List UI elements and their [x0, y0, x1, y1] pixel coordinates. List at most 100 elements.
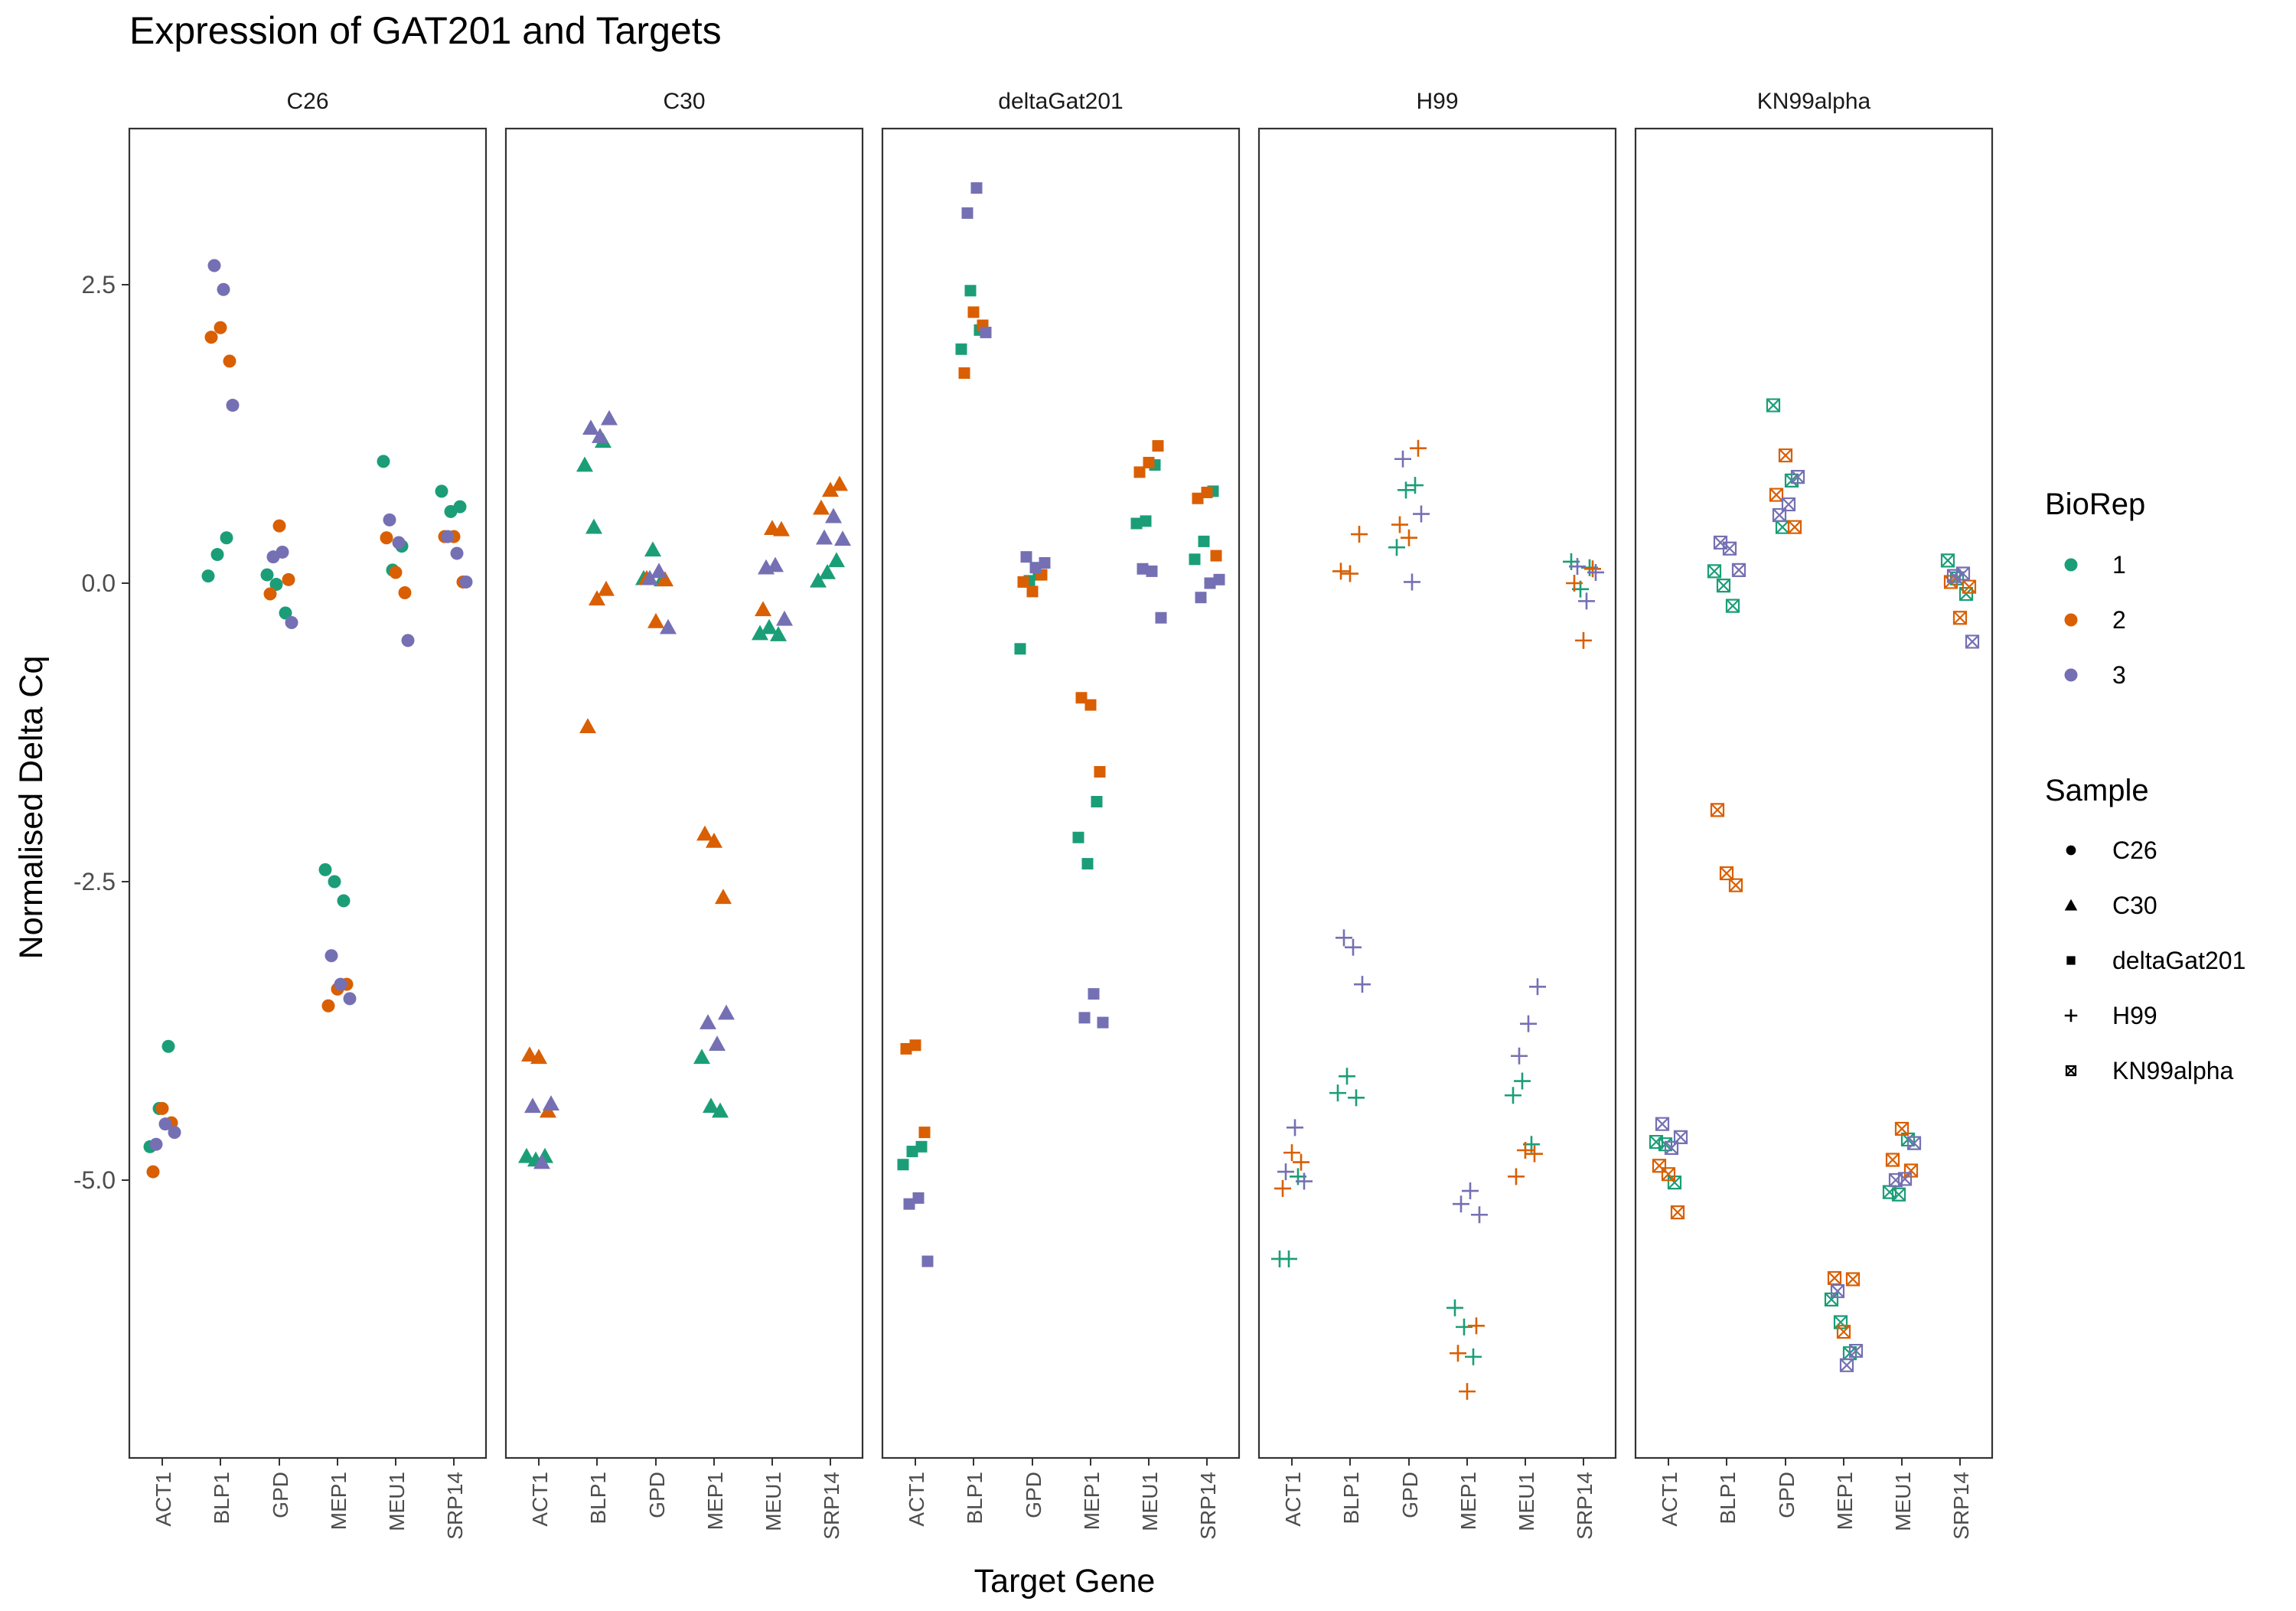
data-point-C26-BLP1-rep1	[210, 548, 224, 562]
data-point-C26-MEU1-rep1	[377, 455, 390, 468]
data-point-KN99alpha-SRP14-rep1	[1940, 553, 1955, 568]
data-point-deltaGat201-GPD-rep3	[1029, 562, 1042, 574]
data-point-deltaGat201-ACT1-rep1	[915, 1140, 928, 1153]
data-point-C30-MEU1-rep3	[767, 556, 784, 572]
legend-key-biorep-1	[2064, 558, 2078, 572]
data-point-H99-MEU1-rep3	[1520, 1015, 1537, 1032]
data-point-H99-MEP1-rep3	[1462, 1182, 1479, 1200]
facet-label: deltaGat201	[998, 89, 1123, 114]
data-point-KN99alpha-MEP1-rep3	[1830, 1283, 1845, 1299]
data-point-KN99alpha-ACT1-rep2	[1670, 1205, 1685, 1220]
data-point-KN99alpha-MEP1-rep2	[1827, 1270, 1842, 1286]
data-point-H99-MEP1-rep3	[1453, 1195, 1469, 1213]
data-point-C26-MEP1-rep1	[318, 863, 332, 876]
legend-key-sample-H99	[2064, 1009, 2078, 1022]
data-point-deltaGat201-MEP1-rep1	[1091, 795, 1103, 807]
data-point-deltaGat201-ACT1-rep3	[912, 1192, 925, 1204]
data-point-H99-GPD-rep3	[1404, 573, 1420, 591]
data-point-deltaGat201-SRP14-rep2	[1201, 486, 1213, 498]
x-tick-label: SRP14	[1573, 1472, 1596, 1540]
data-point-deltaGat201-MEU1-rep1	[1140, 515, 1152, 527]
data-point-KN99alpha-GPD-rep2	[1778, 448, 1793, 463]
facet-label: C30	[663, 89, 705, 114]
legend-key-sample-KN99alpha	[2065, 1065, 2077, 1077]
data-point-KN99alpha-GPD-rep2	[1787, 520, 1802, 534]
data-point-C30-SRP14-rep1	[819, 563, 836, 579]
x-tick-label: GPD	[1398, 1472, 1422, 1518]
data-point-KN99alpha-MEP1-rep3	[1848, 1343, 1864, 1358]
data-point-H99-SRP14-rep3	[1587, 563, 1604, 581]
x-tick-label: MEU1	[762, 1472, 785, 1531]
data-point-KN99alpha-ACT1-rep1	[1667, 1176, 1682, 1190]
x-axis-label: Target Gene	[974, 1563, 1156, 1600]
data-point-H99-BLP1-rep3	[1336, 929, 1352, 947]
x-tick-label: MEU1	[1891, 1472, 1915, 1531]
data-point-C26-ACT1-rep2	[155, 1101, 169, 1115]
y-axis: 2.5 0.0 -2.5 -5.0	[73, 271, 129, 1194]
data-point-deltaGat201-MEP1-rep3	[1088, 988, 1100, 1000]
legend-label-sample: deltaGat201	[2112, 947, 2245, 974]
legend-label-sample: C30	[2112, 892, 2157, 919]
data-point-C30-GPD-rep2	[657, 571, 673, 587]
data-point-deltaGat201-BLP1-rep2	[958, 367, 970, 379]
data-point-H99-GPD-rep1	[1397, 481, 1414, 499]
x-tick-label: MEP1	[703, 1472, 727, 1530]
data-point-C30-GPD-rep3	[651, 563, 667, 579]
data-point-KN99alpha-MEU1-rep3	[1897, 1172, 1913, 1186]
data-point-C30-SRP14-rep2	[831, 475, 848, 491]
data-point-KN99alpha-SRP14-rep2	[1952, 611, 1968, 625]
data-point-deltaGat201-SRP14-rep1	[1198, 535, 1210, 547]
data-point-C26-BLP1-rep2	[214, 321, 227, 334]
data-point-C26-GPD-rep2	[282, 572, 295, 586]
data-point-deltaGat201-MEP1-rep3	[1097, 1016, 1109, 1029]
data-point-C30-SRP14-rep2	[822, 481, 839, 497]
data-point-KN99alpha-SRP14-rep3	[1965, 634, 1980, 649]
x-tick-label: MEU1	[385, 1472, 409, 1531]
data-point-deltaGat201-ACT1-rep2	[909, 1039, 921, 1052]
data-point-C26-MEP1-rep2	[321, 999, 335, 1013]
data-point-deltaGat201-BLP1-rep1	[955, 343, 967, 355]
data-point-H99-GPD-rep3	[1394, 450, 1411, 468]
data-point-C30-MEP1-rep2	[715, 889, 732, 905]
x-tick-label: ACT1	[528, 1472, 552, 1527]
data-point-H99-SRP14-rep3	[1578, 592, 1595, 610]
data-point-H99-BLP1-rep2	[1332, 563, 1349, 580]
data-point-H99-MEU1-rep3	[1529, 978, 1546, 996]
x-tick-label: BLP1	[586, 1472, 610, 1525]
data-point-C30-ACT1-rep3	[543, 1095, 559, 1110]
data-point-deltaGat201-BLP1-rep3	[961, 207, 974, 219]
data-point-C26-MEU1-rep3	[401, 634, 415, 647]
legend-label-biorep: 1	[2112, 551, 2126, 579]
x-tick-label: MEP1	[1833, 1472, 1857, 1530]
data-point-C30-MEU1-rep1	[761, 618, 778, 634]
data-point-C26-BLP1-rep2	[204, 331, 218, 344]
data-point-H99-MEU1-rep2	[1526, 1145, 1543, 1163]
data-point-C26-SRP14-rep1	[435, 484, 448, 498]
data-point-C30-BLP1-rep3	[582, 419, 599, 435]
data-point-KN99alpha-GPD-rep3	[1781, 497, 1796, 512]
data-point-KN99alpha-GPD-rep2	[1769, 488, 1784, 502]
data-point-C26-ACT1-rep3	[158, 1117, 172, 1131]
data-point-KN99alpha-MEU1-rep2	[1885, 1153, 1900, 1167]
data-point-deltaGat201-SRP14-rep2	[1210, 550, 1222, 562]
data-point-C30-MEP1-rep2	[696, 825, 713, 841]
data-point-deltaGat201-BLP1-rep1	[964, 285, 977, 297]
data-point-KN99alpha-ACT1-rep2	[1661, 1167, 1676, 1182]
data-point-C30-MEP1-rep1	[712, 1102, 729, 1118]
data-point-C30-MEU1-rep2	[755, 601, 771, 617]
data-point-C26-ACT1-rep2	[146, 1165, 160, 1179]
data-point-deltaGat201-SRP14-rep3	[1195, 592, 1207, 604]
data-point-H99-SRP14-rep3	[1569, 558, 1586, 576]
legend-label-biorep: 3	[2112, 661, 2126, 689]
data-point-C26-MEU1-rep3	[392, 536, 406, 550]
data-point-deltaGat201-ACT1-rep1	[906, 1146, 918, 1158]
data-point-C30-ACT1-rep1	[518, 1147, 535, 1163]
data-point-H99-BLP1-rep3	[1345, 938, 1362, 956]
data-point-deltaGat201-BLP1-rep2	[967, 306, 980, 318]
panel-border	[1634, 127, 1994, 1459]
data-point-C30-MEP1-rep3	[700, 1014, 716, 1029]
data-point-C26-MEP1-rep1	[337, 894, 351, 908]
data-point-C30-SRP14-rep3	[816, 529, 833, 545]
legend-key-biorep-2	[2064, 613, 2078, 627]
data-point-C30-MEP1-rep1	[693, 1048, 710, 1065]
